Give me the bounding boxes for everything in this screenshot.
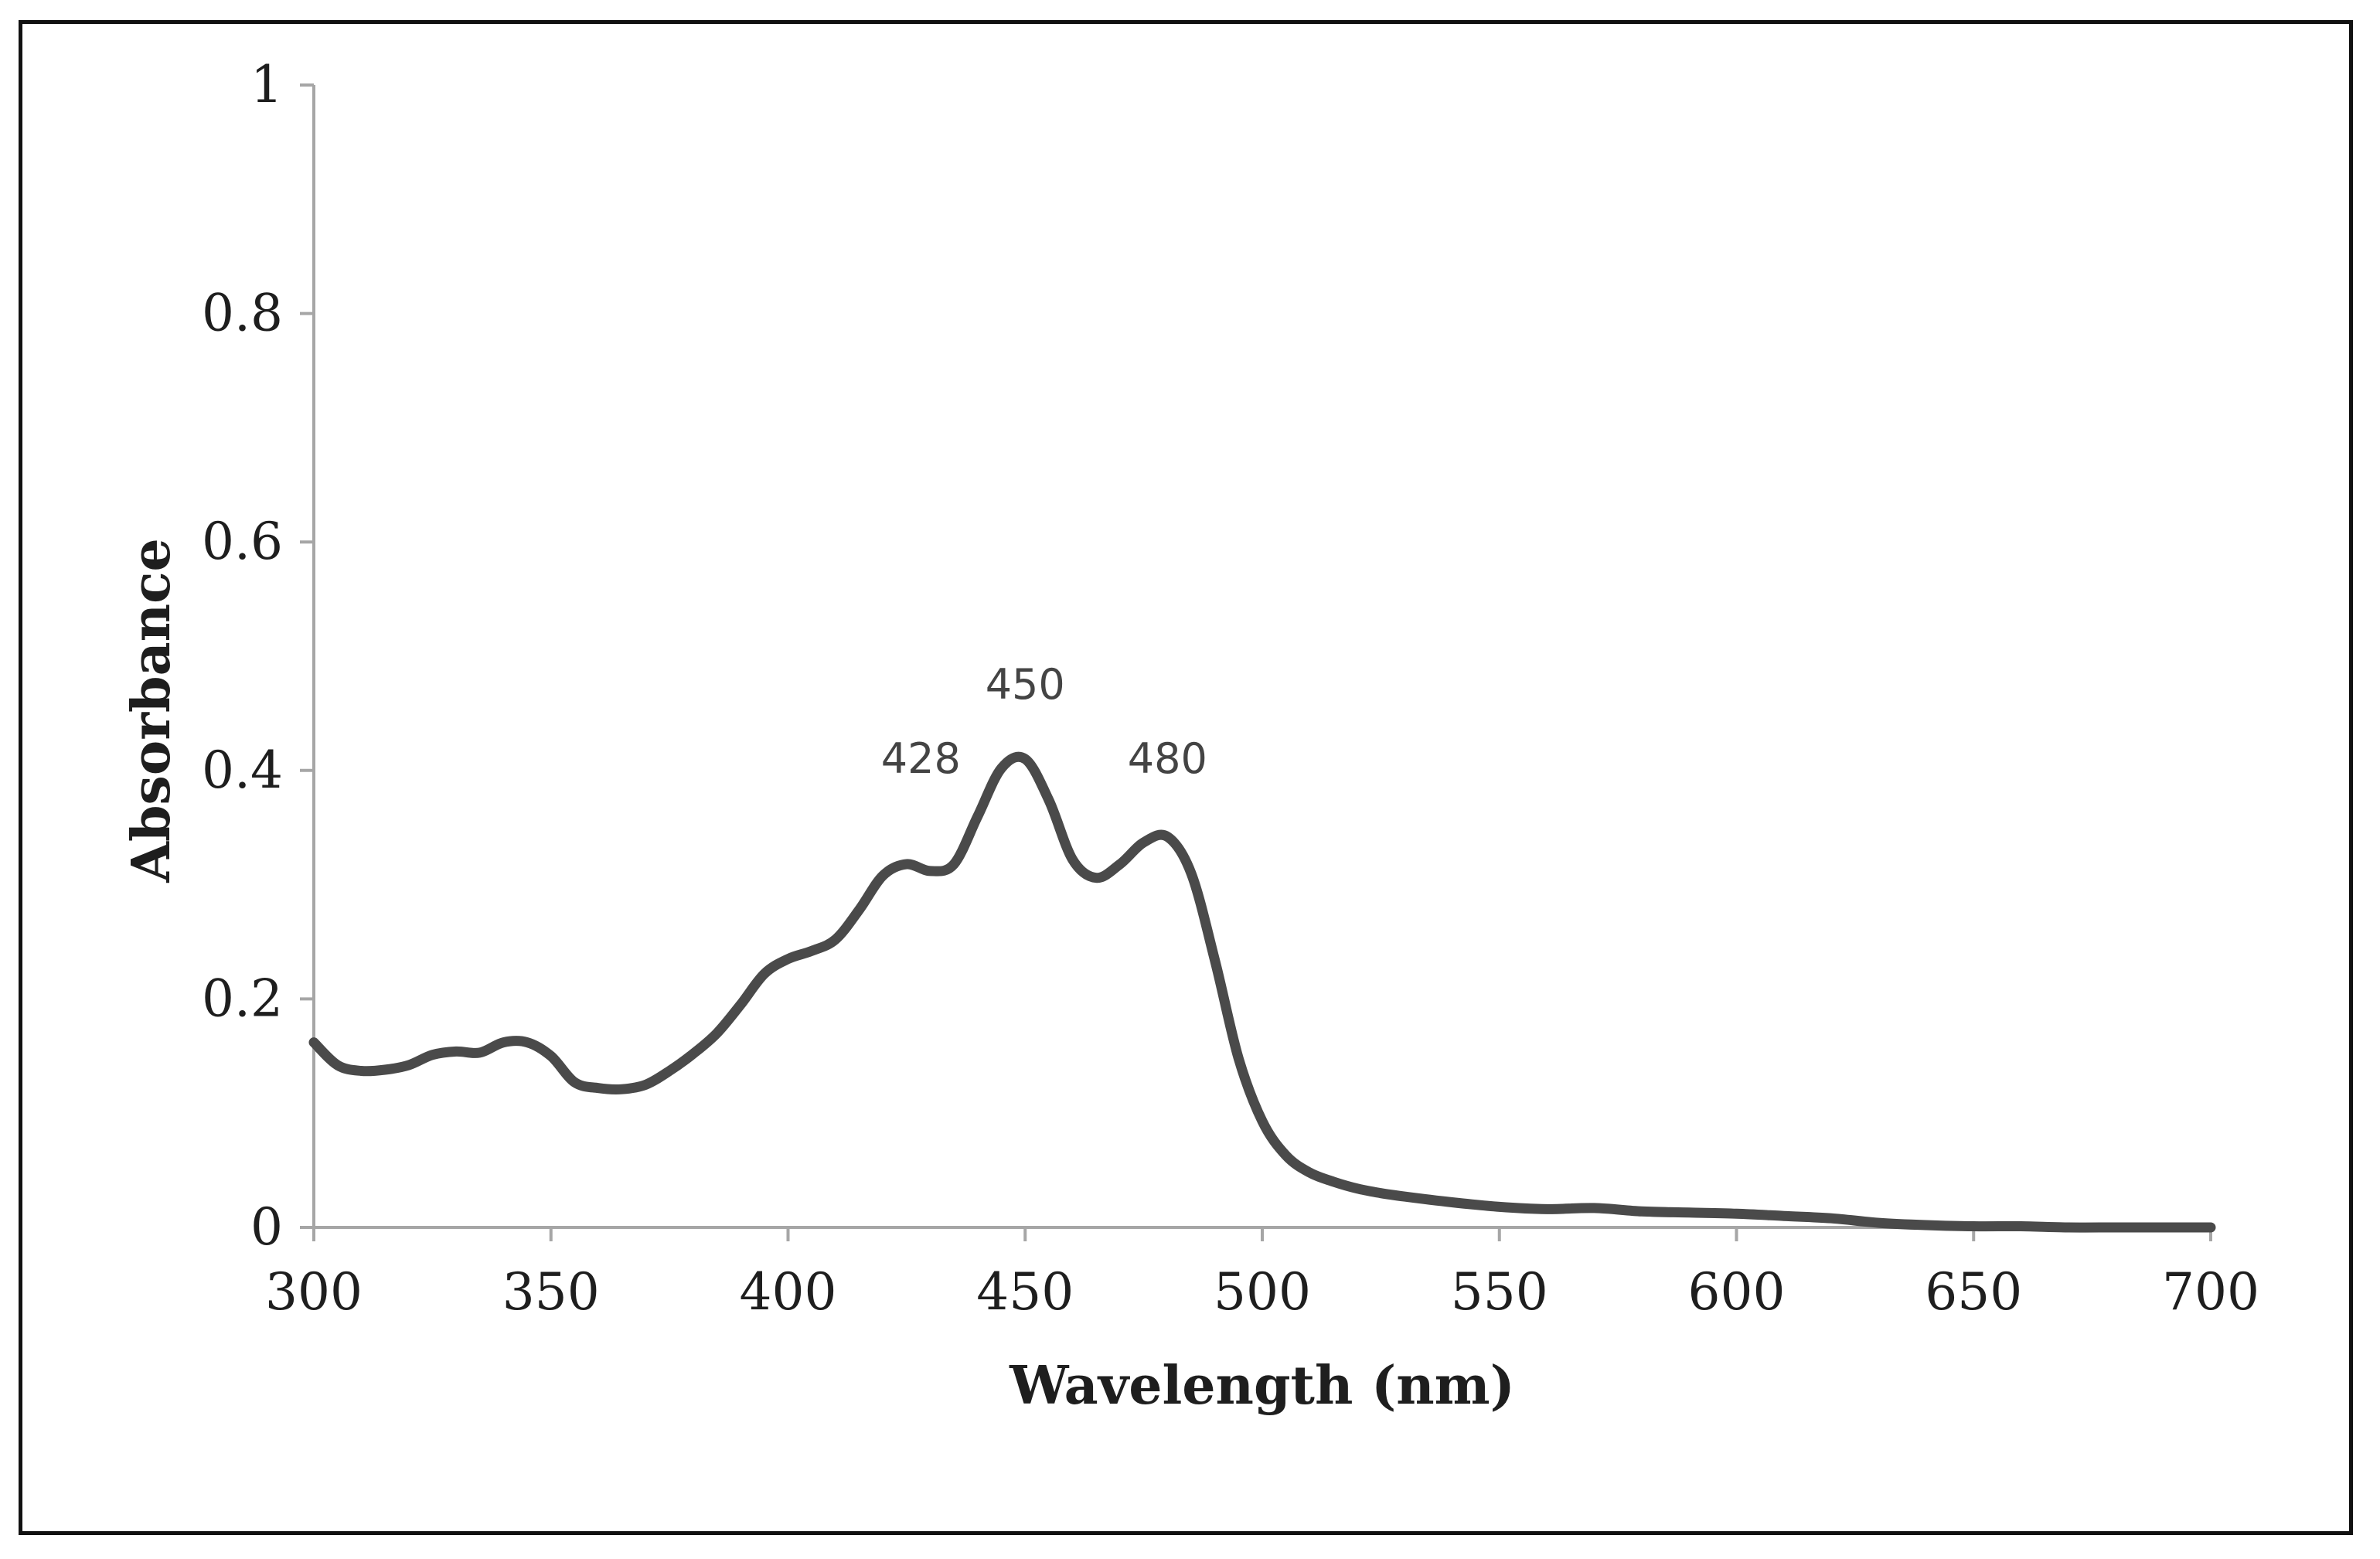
figure-frame: 0 0.2 0.4 0.6 0.8 1 300 350 400 450 500 550 600 650 7… — [19, 20, 2353, 1535]
absorbance-series-line — [308, 751, 2216, 1233]
peak-label: 428 — [881, 734, 961, 783]
y-tick-label: 0.2 — [202, 968, 283, 1028]
y-tick-label: 0.6 — [202, 512, 283, 571]
x-tick-label: 550 — [1451, 1262, 1548, 1322]
y-ticks: 0 0.2 0.4 0.6 0.8 1 — [202, 55, 314, 1257]
series-group — [308, 751, 2216, 1233]
y-tick-label: 0.8 — [202, 284, 283, 343]
chart-axes — [312, 85, 2211, 1229]
x-axis-title: Wavelength (nm) — [1009, 1355, 1515, 1417]
x-ticks: 300 350 400 450 500 550 600 650 700 — [265, 1227, 2259, 1322]
y-tick-label: 1 — [250, 55, 283, 114]
x-tick-label: 700 — [2162, 1262, 2259, 1322]
x-tick-label: 350 — [502, 1262, 600, 1322]
peak-label: 480 — [1128, 734, 1207, 783]
y-tick-label: 0.4 — [202, 740, 283, 800]
y-axis-title: Absorbance — [121, 538, 182, 883]
x-tick-label: 650 — [1925, 1262, 2022, 1322]
x-tick-label: 600 — [1688, 1262, 1786, 1322]
peak-annotations: 428 450 480 — [881, 660, 1207, 783]
x-tick-label: 400 — [740, 1262, 837, 1322]
peak-label: 450 — [986, 660, 1065, 709]
x-tick-label: 300 — [265, 1262, 363, 1322]
absorbance-chart: 0 0.2 0.4 0.6 0.8 1 300 350 400 450 500 550 600 650 7… — [121, 55, 2259, 1417]
y-tick-label: 0 — [250, 1197, 283, 1257]
x-tick-label: 450 — [976, 1262, 1074, 1322]
x-tick-label: 500 — [1214, 1262, 1311, 1322]
